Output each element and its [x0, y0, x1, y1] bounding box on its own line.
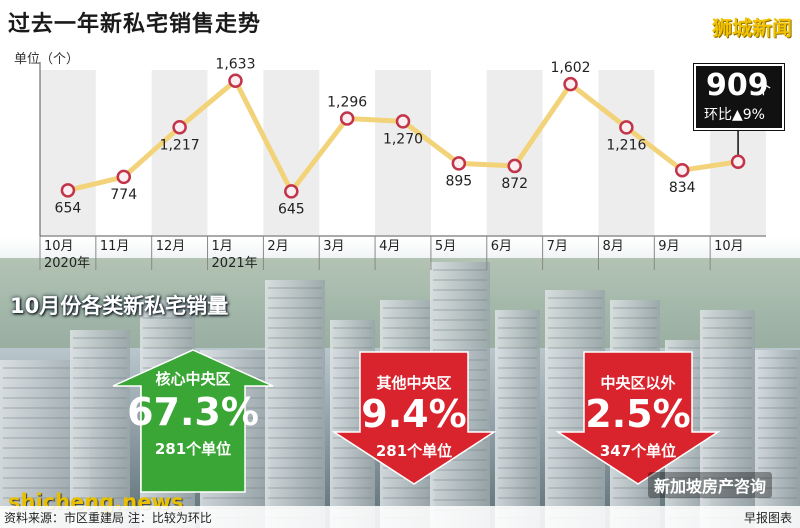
- segment-percent: 67.3%: [127, 390, 259, 434]
- data-point: [674, 162, 690, 178]
- segment-rest-central: 其他中央区 9.4% 281个单位: [334, 364, 494, 494]
- segment-label: 核心中央区: [155, 370, 231, 388]
- segment-percent: 9.4%: [361, 392, 467, 436]
- source-note: 资料来源：市区重建局 注：比较为环比: [4, 511, 212, 525]
- data-label: 1,270: [383, 131, 423, 147]
- x-tick-label: 10月: [44, 239, 74, 254]
- x-tick-label: 11月: [100, 239, 130, 254]
- x-tick-label: 2月: [267, 239, 288, 254]
- publisher-credit: 早报图表: [743, 511, 792, 525]
- data-point: [284, 184, 299, 199]
- latest-value-unit: 个: [756, 80, 772, 98]
- segment-percent: 2.5%: [585, 392, 691, 436]
- segment-core-central: 核心中央区 67.3% 281个单位: [113, 364, 273, 494]
- x-tick-label: 2021年: [212, 256, 258, 271]
- segment-count: 347个单位: [599, 442, 677, 460]
- x-tick-label: 7月: [547, 239, 568, 254]
- segment-count: 281个单位: [375, 442, 453, 460]
- segment-label: 其他中央区: [376, 374, 452, 392]
- data-point: [116, 169, 132, 185]
- watermark-account: 新加坡房产咨询: [647, 472, 772, 498]
- x-tick-label: 9月: [658, 239, 679, 254]
- section-title: 10月份各类新私宅销量: [10, 294, 229, 318]
- x-tick-label: 8月: [602, 239, 623, 254]
- month-on-month-change: 环比▲9%: [704, 107, 765, 123]
- data-point: [228, 73, 243, 88]
- x-tick-label: 2020年: [44, 256, 90, 271]
- data-point: [172, 120, 187, 135]
- data-label: 1,217: [160, 137, 200, 153]
- data-label: 895: [445, 173, 472, 189]
- building: [70, 330, 130, 528]
- arrow-shape: [112, 349, 274, 493]
- footer-bar: 资料来源：市区重建局 注：比较为环比 早报图表: [0, 506, 800, 528]
- data-label: 872: [501, 176, 528, 192]
- latest-value-callout: 909 个 环比▲9%: [694, 64, 784, 130]
- data-point: [563, 76, 578, 92]
- brand-logo: 狮城新闻: [712, 16, 792, 40]
- column-band: [375, 70, 431, 235]
- data-point: [451, 156, 467, 171]
- data-point: [60, 183, 76, 198]
- x-tick-label: 4月: [379, 239, 400, 254]
- latest-value: 909: [706, 68, 769, 103]
- column-band: [598, 70, 655, 235]
- arrow-shape: [331, 351, 497, 485]
- segment-count: 281个单位: [154, 440, 232, 458]
- segment-label: 中央区以外: [600, 374, 676, 392]
- column-band: [151, 70, 208, 235]
- x-tick-label: 12月: [156, 239, 186, 254]
- x-tick-label: 5月: [435, 239, 456, 254]
- data-label: 654: [55, 200, 82, 216]
- data-point: [507, 158, 522, 174]
- x-tick-label: 1月: [212, 239, 233, 254]
- x-tick-label: 6月: [491, 239, 512, 254]
- data-point: [619, 120, 634, 135]
- building: [700, 310, 755, 528]
- building: [265, 280, 325, 528]
- data-label: 1,602: [550, 60, 590, 76]
- building: [495, 310, 540, 528]
- line-chart: 654 774 1,217 1,633 645 1,296 1,270 895 872 1,602…: [39, 57, 766, 271]
- chart-title: 过去一年新私宅销售走势: [8, 12, 262, 37]
- arrow-shape: [555, 351, 721, 485]
- column-band: [40, 70, 96, 235]
- data-label: 1,633: [215, 57, 255, 73]
- y-axis-unit-label: 单位（个）: [14, 52, 80, 67]
- data-label: 1,296: [327, 94, 367, 110]
- segment-outside-central: 中央区以外 2.5% 347个单位: [558, 364, 718, 494]
- data-label: 834: [669, 180, 696, 196]
- data-point: [730, 154, 746, 170]
- x-tick-label: 10月: [714, 239, 744, 254]
- column-band: [486, 70, 543, 235]
- data-label: 645: [278, 201, 305, 217]
- data-label: 1,216: [606, 137, 646, 153]
- x-tick-label: 3月: [323, 239, 344, 254]
- data-label: 774: [110, 187, 137, 203]
- data-point: [395, 114, 411, 129]
- data-point: [339, 111, 355, 126]
